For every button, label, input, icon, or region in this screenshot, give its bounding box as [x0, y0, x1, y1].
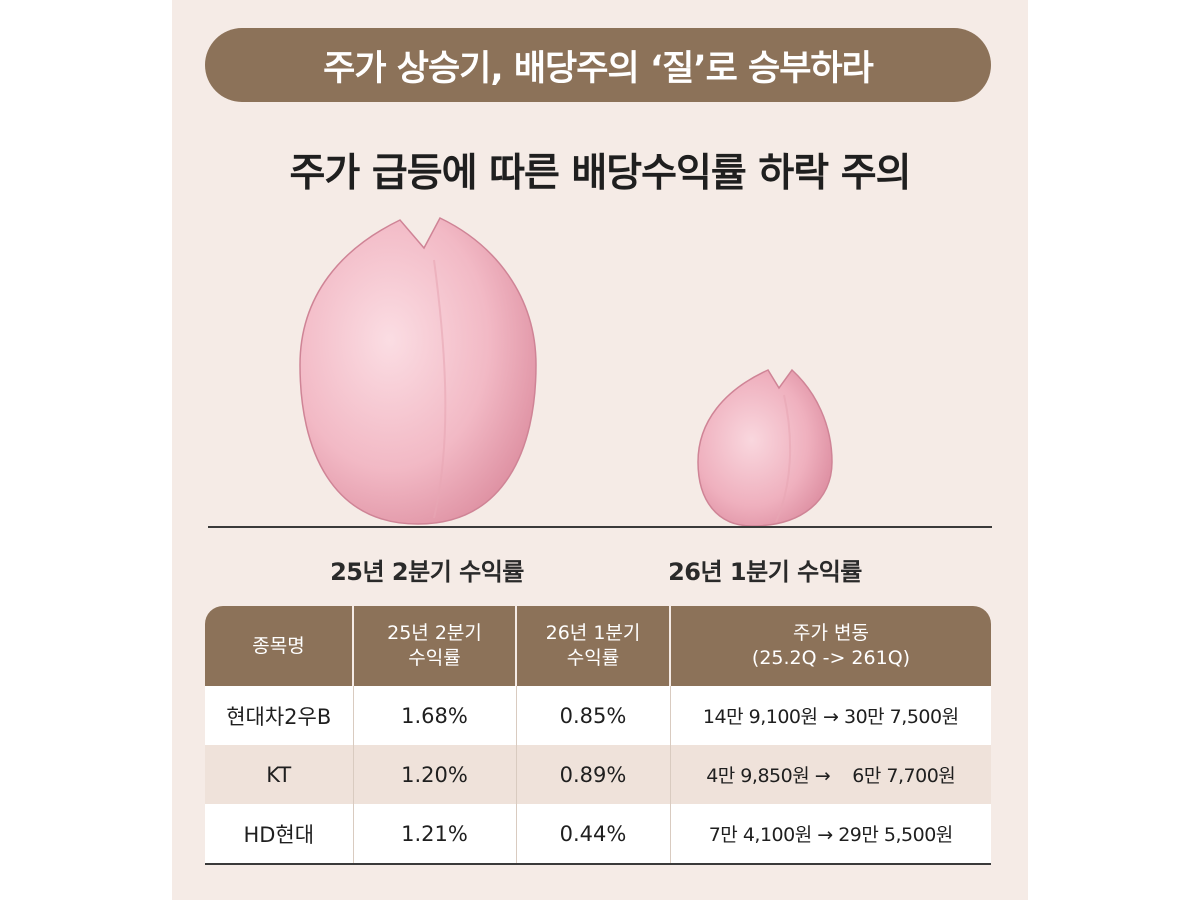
cell-q2-25-yield: 1.20%: [352, 745, 516, 804]
cell-q2-25-yield: 1.68%: [352, 686, 516, 745]
dividend-table: 종목명 25년 2분기 수익률 26년 1분기 수익률 주가 변동 (25.2Q ->…: [205, 606, 991, 865]
table-row: HD현대 1.21% 0.44% 7만 4,100원 → 29만 5,500원: [205, 804, 991, 865]
cell-q1-26-yield: 0.44%: [515, 804, 670, 865]
headline: 주가 급등에 따른 배당수익률 하락 주의: [289, 151, 912, 196]
header-stock-name: 종목명: [205, 606, 353, 686]
header-q1-26-yield: 26년 1분기 수익률: [515, 606, 670, 686]
cell-price-change: 14만 9,100원 → 30만 7,500원: [669, 686, 991, 745]
cell-stock-name: KT: [205, 745, 353, 804]
table-header-row: 종목명 25년 2분기 수익률 26년 1분기 수익률 주가 변동 (25.2Q ->…: [205, 606, 991, 686]
cell-q1-26-yield: 0.89%: [515, 745, 670, 804]
cell-price-change: 4만 9,850원 → 6만 7,700원: [669, 745, 991, 804]
cell-price-change: 7만 4,100원 → 29만 5,500원: [669, 804, 991, 865]
banner-title-text: 주가 상승기, 배당주의 ‘질’로 승부하라: [323, 48, 874, 89]
cell-stock-name: 현대차2우B: [205, 686, 353, 745]
cell-q2-25-yield: 1.21%: [352, 804, 516, 865]
header-q2-25-yield: 25년 2분기 수익률: [352, 606, 516, 686]
petal-large: [299, 217, 537, 525]
label-q1-26: 26년 1분기 수익률: [668, 558, 862, 586]
petal-illustration: [299, 217, 833, 527]
cell-q1-26-yield: 0.85%: [515, 686, 670, 745]
ground-line: [208, 526, 992, 528]
label-q2-25: 25년 2분기 수익률: [330, 558, 524, 586]
header-price-change: 주가 변동 (25.2Q -> 261Q): [669, 606, 991, 686]
banner-title: 주가 상승기, 배당주의 ‘질’로 승부하라: [205, 28, 991, 102]
petal-small: [697, 368, 833, 527]
cell-stock-name: HD현대: [205, 804, 353, 865]
table-row: KT 1.20% 0.89% 4만 9,850원 → 6만 7,700원: [205, 745, 991, 804]
table-row: 현대차2우B 1.68% 0.85% 14만 9,100원 → 30만 7,50…: [205, 686, 991, 745]
